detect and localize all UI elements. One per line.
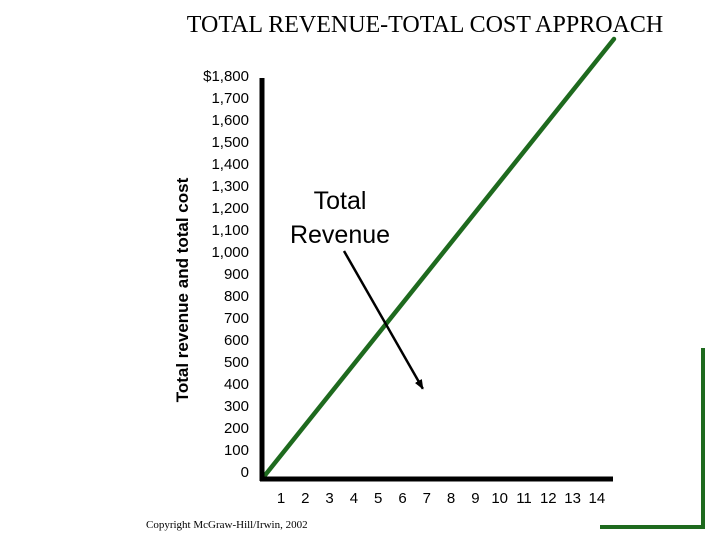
y-tick-label: 1,100 (211, 222, 249, 239)
y-tick-label: 1,200 (211, 200, 249, 217)
y-tick-label: 1,700 (211, 90, 249, 107)
x-tick-label: 13 (564, 490, 581, 507)
y-tick-label: 200 (224, 420, 249, 437)
annotation-label: Total (314, 187, 367, 215)
x-tick-label: 9 (471, 490, 479, 507)
y-tick-label: 500 (224, 354, 249, 371)
x-tick-label: 3 (325, 490, 333, 507)
x-tick-label: 14 (589, 490, 606, 507)
y-tick-label: 1,300 (211, 178, 249, 195)
y-tick-label: 900 (224, 266, 249, 283)
x-tick-label: 7 (423, 490, 431, 507)
series-line-total-revenue (259, 36, 617, 482)
y-tick-label: 600 (224, 332, 249, 349)
y-tick-label: 1,500 (211, 134, 249, 151)
annotation-label: Revenue (290, 221, 390, 249)
y-tick-label: 300 (224, 398, 249, 415)
y-tick-label: 400 (224, 376, 249, 393)
x-tick-label: 4 (350, 490, 358, 507)
y-tick-label: 100 (224, 442, 249, 459)
x-tick-label: 6 (398, 490, 406, 507)
y-tick-label: 1,000 (211, 244, 249, 261)
x-tick-label: 8 (447, 490, 455, 507)
y-tick-label: 1,400 (211, 156, 249, 173)
x-tick-label: 1 (277, 490, 285, 507)
y-tick-label: $1,800 (203, 68, 249, 85)
y-tick-label: 1,600 (211, 112, 249, 129)
x-tick-label: 2 (301, 490, 309, 507)
y-tick-label: 700 (224, 310, 249, 327)
x-tick-label: 10 (491, 490, 508, 507)
y-tick-label: 0 (241, 464, 249, 481)
copyright-text: Copyright McGraw-Hill/Irwin, 2002 (146, 519, 308, 531)
chart-title: TOTAL REVENUE-TOTAL COST APPROACH (186, 12, 664, 38)
x-tick-label: 11 (516, 490, 532, 507)
x-tick-label: 12 (540, 490, 557, 507)
annotation-arrow (342, 250, 424, 390)
y-tick-label: 800 (224, 288, 249, 305)
x-tick-label: 5 (374, 490, 382, 507)
